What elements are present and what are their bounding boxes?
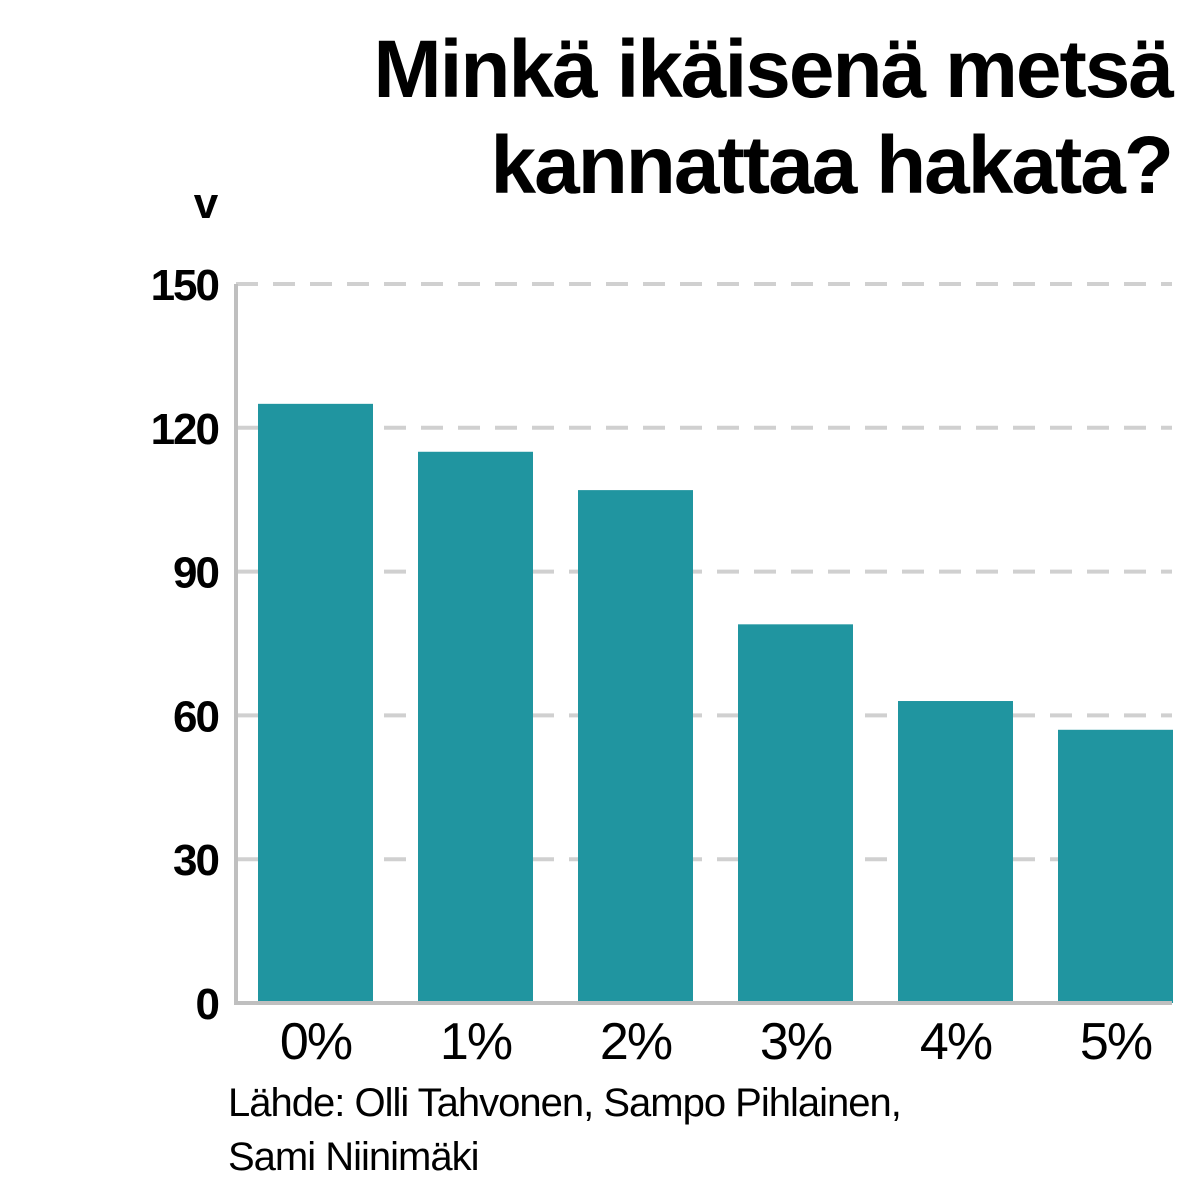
x-tick-label-4: 4% bbox=[920, 1013, 992, 1071]
source-line-2: Sami Niinimäki bbox=[228, 1135, 479, 1179]
source-line-1: Lähde: Olli Tahvonen, Sampo Pihlainen, bbox=[228, 1081, 902, 1125]
bar-5pct bbox=[1058, 729, 1173, 1003]
bar-4pct bbox=[898, 701, 1013, 1003]
chart-title-line-2: kannattaa hakata? bbox=[490, 120, 1175, 211]
bars bbox=[258, 403, 1173, 1003]
tick-labels: 0 30 60 90 120 150 v 0% 1% 2% 3% 4% 5% bbox=[151, 179, 1154, 1071]
y-tick-label-1: 30 bbox=[173, 836, 218, 885]
bar-3pct bbox=[738, 624, 853, 1003]
bar-1pct bbox=[418, 451, 533, 1003]
x-tick-label-1: 1% bbox=[440, 1013, 512, 1071]
x-tick-label-0: 0% bbox=[280, 1013, 352, 1071]
chart-title: Minkä ikäisenä metsä kannattaa hakata? bbox=[172, 22, 1175, 214]
y-tick-label-2: 60 bbox=[173, 692, 218, 741]
y-axis-label: v bbox=[194, 179, 219, 228]
source-note: Lähde: Olli Tahvonen, Sampo Pihlainen, S… bbox=[228, 1076, 902, 1184]
y-tick-label-0: 0 bbox=[196, 980, 219, 1029]
x-tick-label-5: 5% bbox=[1080, 1013, 1152, 1071]
x-tick-label-3: 3% bbox=[760, 1013, 832, 1071]
bar-2pct bbox=[578, 490, 693, 1003]
grid-lines bbox=[236, 282, 1172, 862]
y-tick-label-4: 120 bbox=[151, 405, 219, 454]
axes bbox=[234, 284, 1172, 1005]
bar-0pct bbox=[258, 403, 373, 1003]
x-tick-label-2: 2% bbox=[600, 1013, 672, 1071]
chart-title-line-1: Minkä ikäisenä metsä bbox=[373, 24, 1174, 115]
y-tick-label-3: 90 bbox=[173, 549, 218, 598]
y-tick-label-5: 150 bbox=[151, 261, 219, 310]
